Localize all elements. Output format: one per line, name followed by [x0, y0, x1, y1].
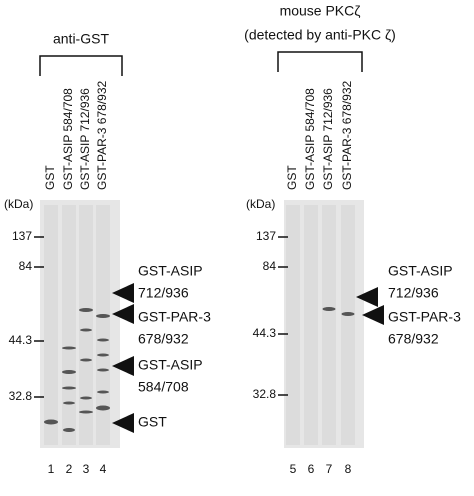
arrowhead [112, 304, 134, 324]
band [62, 386, 76, 390]
lane-number: 3 [83, 462, 90, 476]
marker-label: 32.8 [9, 389, 33, 403]
panel-title: (detected by anti-PKC ζ) [244, 27, 396, 43]
marker-label: 84 [19, 259, 33, 273]
lane-smear [96, 205, 110, 445]
lane-smear [341, 205, 355, 445]
lane-label: GST [43, 165, 57, 190]
arrowhead [112, 356, 134, 376]
lane-smear [322, 205, 336, 445]
panel-title: mouse PKCζ [280, 3, 361, 19]
size-unit: (kDa) [4, 197, 33, 211]
bracket [277, 51, 363, 72]
arrowhead [356, 287, 378, 307]
band [62, 370, 76, 374]
lane-smear [62, 205, 76, 445]
band [322, 307, 336, 311]
bracket [39, 55, 123, 76]
band [79, 410, 93, 414]
band [341, 312, 355, 316]
size-unit: (kDa) [246, 197, 275, 211]
band-label: 678/932 [138, 331, 189, 347]
lane-label: GST-ASIP 712/936 [321, 88, 335, 190]
marker-label: 32.8 [253, 387, 277, 401]
band [96, 314, 110, 318]
lane-number: 7 [326, 462, 333, 476]
band [97, 390, 109, 394]
band-label: 678/932 [388, 331, 439, 347]
band [80, 328, 92, 332]
band [44, 419, 58, 425]
arrowhead [112, 413, 134, 433]
band [62, 346, 76, 350]
band-label: GST-ASIP [388, 263, 453, 279]
band [97, 353, 109, 357]
lane-smear [79, 205, 93, 445]
band [97, 368, 109, 372]
arrowhead [112, 283, 134, 303]
lane-number: 2 [66, 462, 73, 476]
lane-label: GST [285, 165, 299, 190]
marker-label: 84 [263, 259, 277, 273]
band-label: GST-PAR-3 [138, 309, 211, 325]
lane-number: 1 [48, 462, 55, 476]
band [96, 405, 110, 411]
lane-smear [304, 205, 318, 445]
band [79, 308, 93, 312]
lane-label: GST-ASIP 584/708 [61, 88, 75, 190]
band-label: 584/708 [138, 379, 189, 395]
band-label: GST [138, 414, 167, 430]
band [80, 358, 92, 362]
lane-label: GST-ASIP 712/936 [78, 88, 92, 190]
band [63, 428, 75, 432]
band-label: 712/936 [138, 285, 189, 301]
lane-number: 6 [308, 462, 315, 476]
band-label: GST-PAR-3 [388, 309, 461, 325]
lane-number: 4 [100, 462, 107, 476]
marker-label: 137 [256, 229, 276, 243]
lane-smear [44, 205, 58, 445]
band [80, 396, 92, 400]
band-label: 712/936 [388, 285, 439, 301]
marker-label: 44.3 [9, 333, 33, 347]
band [63, 401, 75, 405]
band-label: GST-ASIP [138, 263, 203, 279]
lane-smear [286, 205, 300, 445]
lane-label: GST-PAR-3 678/932 [95, 81, 109, 190]
panel-title: anti-GST [53, 31, 109, 47]
lane-label: GST-ASIP 584/708 [303, 88, 317, 190]
lane-number: 8 [345, 462, 352, 476]
lane-label: GST-PAR-3 678/932 [340, 81, 354, 190]
arrowhead [362, 305, 384, 325]
band-label: GST-ASIP [138, 357, 203, 373]
band [97, 338, 109, 342]
lane-number: 5 [290, 462, 297, 476]
marker-label: 44.3 [253, 326, 277, 340]
marker-label: 137 [12, 229, 32, 243]
